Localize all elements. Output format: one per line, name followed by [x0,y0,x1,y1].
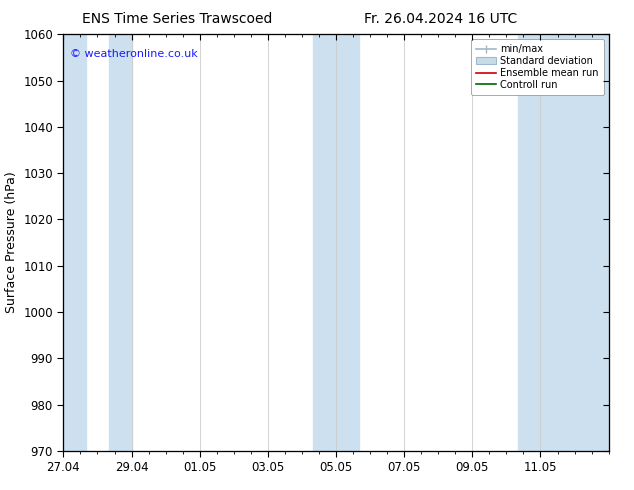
Bar [63,34,86,451]
Text: © weatheronline.co.uk: © weatheronline.co.uk [70,49,198,59]
Y-axis label: Surface Pressure (hPa): Surface Pressure (hPa) [4,172,18,314]
Bar [517,34,609,451]
Text: ENS Time Series Trawscoed: ENS Time Series Trawscoed [82,12,273,26]
Bar [108,34,132,451]
Bar [313,34,359,451]
Text: Fr. 26.04.2024 16 UTC: Fr. 26.04.2024 16 UTC [364,12,517,26]
Legend: min/max, Standard deviation, Ensemble mean run, Controll run: min/max, Standard deviation, Ensemble me… [471,39,604,95]
